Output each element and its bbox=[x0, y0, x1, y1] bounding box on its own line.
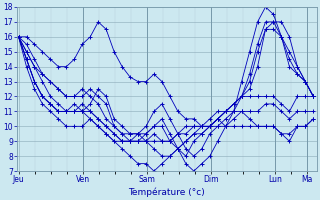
X-axis label: Température (°c): Température (°c) bbox=[129, 187, 205, 197]
